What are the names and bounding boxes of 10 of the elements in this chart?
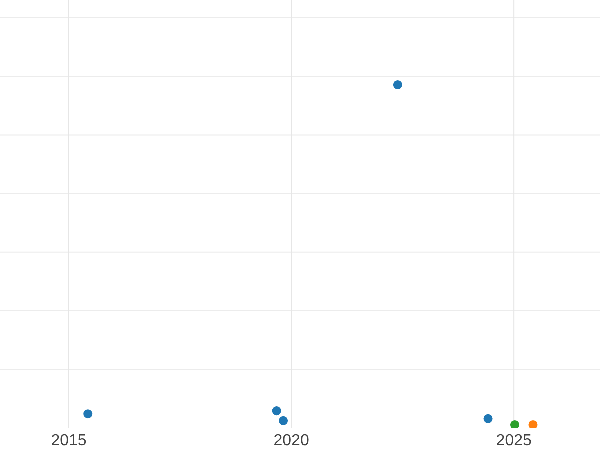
point bbox=[528, 420, 538, 428]
x-tick-label: 2025 bbox=[496, 432, 532, 450]
point bbox=[279, 416, 288, 426]
point bbox=[510, 420, 520, 428]
x-tick-label: 2015 bbox=[51, 432, 87, 450]
point bbox=[484, 414, 493, 424]
point bbox=[393, 80, 402, 90]
point bbox=[84, 410, 93, 419]
x-tick-label: 2020 bbox=[274, 432, 310, 450]
point bbox=[272, 406, 282, 416]
